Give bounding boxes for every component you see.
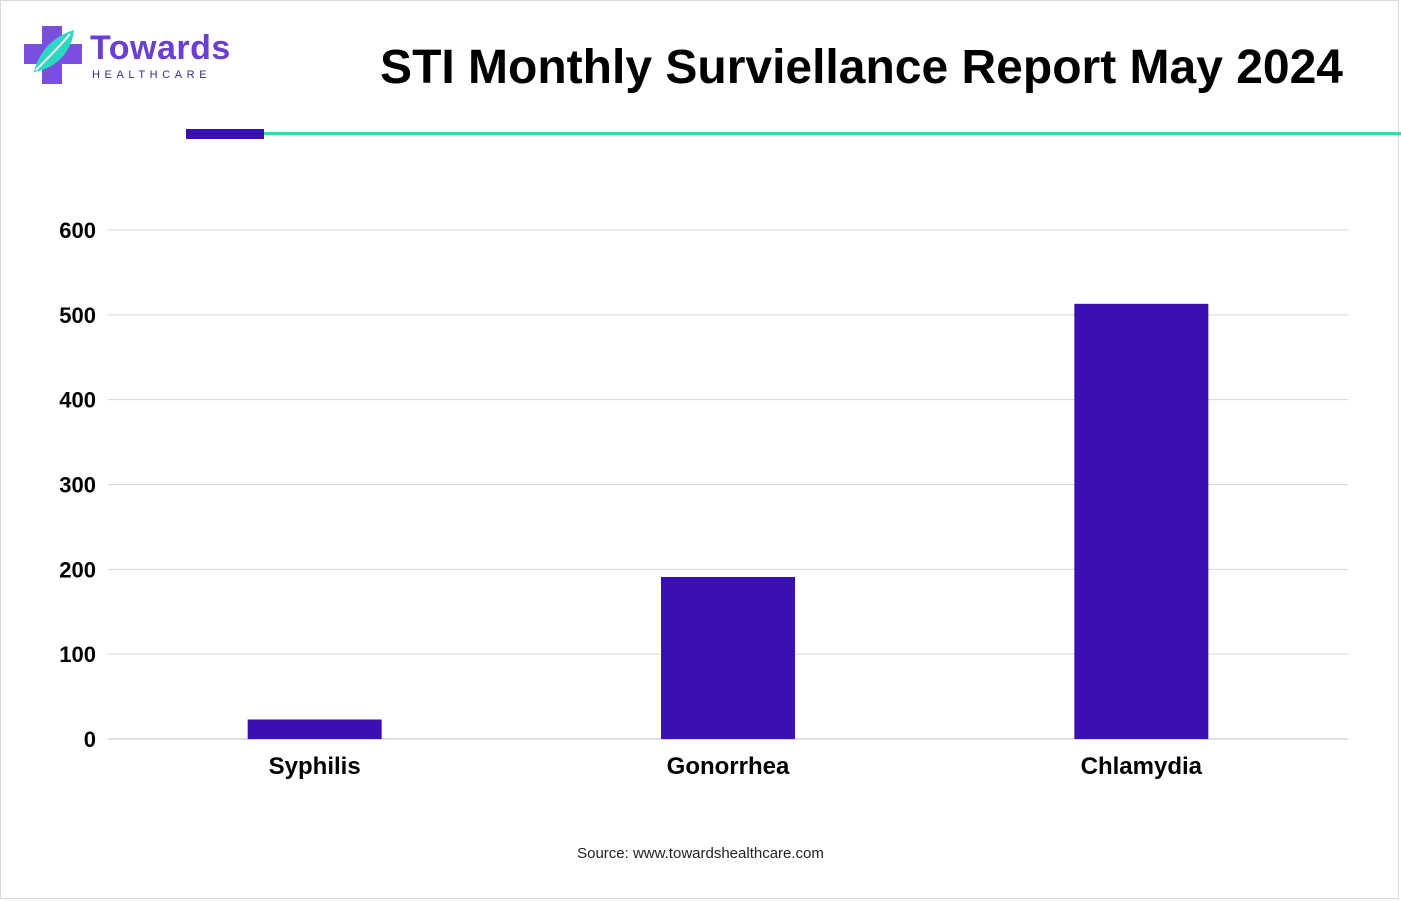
bar-gonorrhea (661, 576, 795, 739)
y-tick-label: 0 (84, 727, 96, 752)
y-tick-label: 200 (59, 557, 96, 582)
source-note: Source: www.towardshealthcare.com (577, 845, 824, 862)
logo-subtitle: HEALTHCARE (92, 69, 212, 81)
chart-title: STI Monthly Surviellance Report May 2024 (380, 41, 1343, 94)
x-tick-label: Gonorrhea (667, 753, 790, 780)
y-tick-label: 100 (59, 642, 96, 667)
x-tick-label: Chlamydia (1081, 753, 1203, 780)
medical-cross-leaf-icon (24, 26, 82, 84)
y-tick-label: 600 (59, 218, 96, 243)
x-tick-label: Syphilis (269, 753, 361, 780)
bar-syphilis (247, 719, 382, 739)
y-tick-label: 400 (59, 388, 96, 413)
bar-chlamydia (1074, 303, 1209, 739)
title-accent-bar (186, 129, 264, 139)
logo-name: Towards (90, 29, 231, 67)
y-tick-label: 300 (59, 473, 96, 498)
title-divider-line (264, 132, 1401, 135)
y-tick-label: 500 (59, 303, 96, 328)
towards-healthcare-logo: Towards HEALTHCARE (22, 24, 252, 88)
